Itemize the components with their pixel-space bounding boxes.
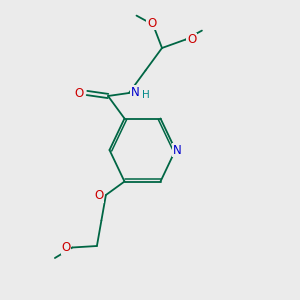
Text: O: O <box>147 16 156 30</box>
Text: O: O <box>61 241 71 254</box>
Text: O: O <box>187 33 196 46</box>
Text: O: O <box>74 86 83 100</box>
Text: N: N <box>172 143 182 157</box>
Text: H: H <box>142 90 149 100</box>
Text: O: O <box>94 189 104 202</box>
Text: N: N <box>130 86 139 99</box>
